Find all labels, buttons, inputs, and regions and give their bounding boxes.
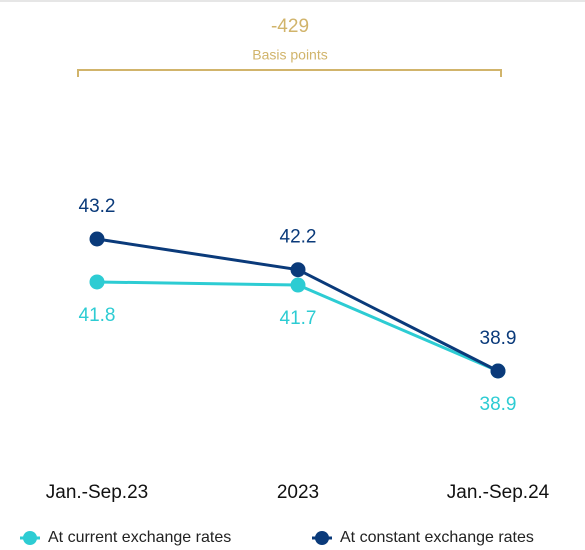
data-label: 41.8: [79, 305, 116, 326]
point: [89, 274, 105, 290]
legend-marker: [315, 531, 329, 545]
legend-marker: [23, 531, 37, 545]
point: [290, 277, 306, 293]
series-line: [96, 237, 499, 373]
data-label: 38.9: [480, 394, 517, 415]
x-tick-label: Jan.-Sep.23: [46, 482, 148, 503]
x-tick-label: Jan.-Sep.24: [447, 482, 550, 503]
x-tick-label: 2023: [277, 482, 319, 503]
data-label: 38.9: [480, 328, 517, 349]
annotation-bracket: [77, 69, 502, 77]
annotation-label: Basis points: [252, 47, 327, 63]
data-label: 41.7: [280, 308, 317, 329]
data-label: 43.2: [79, 196, 116, 217]
annotation-value: -429: [271, 16, 309, 37]
point: [490, 363, 506, 379]
point: [89, 231, 105, 247]
legend-label: At current exchange rates: [48, 529, 231, 546]
legend-label: At constant exchange rates: [340, 529, 534, 546]
data-label: 42.2: [280, 227, 317, 248]
point: [290, 262, 306, 278]
